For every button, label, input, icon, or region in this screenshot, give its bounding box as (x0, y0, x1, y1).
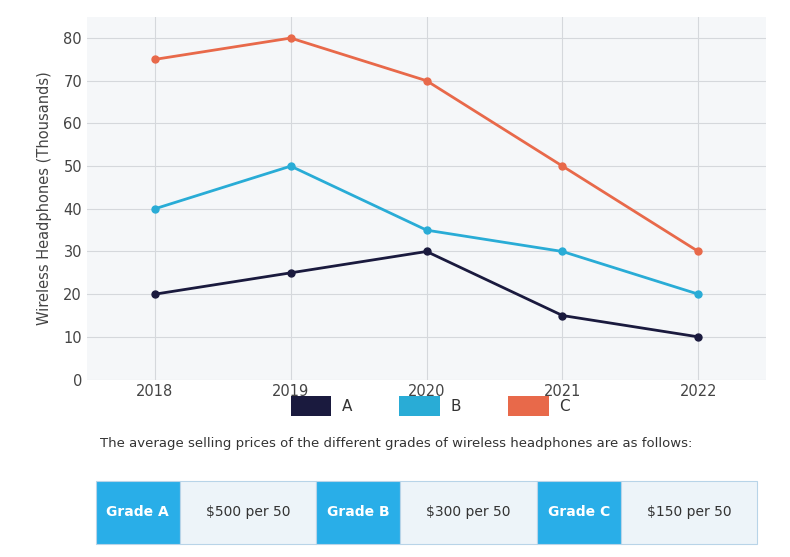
FancyBboxPatch shape (537, 481, 621, 544)
Y-axis label: Wireless Headphones (Thousands): Wireless Headphones (Thousands) (37, 71, 52, 325)
Text: Grade B: Grade B (327, 505, 389, 520)
Text: $500 per 50: $500 per 50 (205, 505, 290, 520)
FancyBboxPatch shape (96, 481, 179, 544)
Bar (400, 396, 440, 416)
Text: Grade C: Grade C (547, 505, 610, 520)
Bar (291, 396, 332, 416)
Text: C: C (559, 398, 570, 413)
Text: B: B (450, 398, 461, 413)
FancyBboxPatch shape (316, 481, 400, 544)
FancyBboxPatch shape (400, 481, 537, 544)
Text: The average selling prices of the different grades of wireless headphones are as: The average selling prices of the differ… (100, 437, 693, 450)
Text: A: A (341, 398, 352, 413)
FancyBboxPatch shape (179, 481, 316, 544)
Text: Grade A: Grade A (107, 505, 169, 520)
Text: $300 per 50: $300 per 50 (427, 505, 511, 520)
FancyBboxPatch shape (621, 481, 758, 544)
Text: $150 per 50: $150 per 50 (647, 505, 732, 520)
Bar (508, 396, 549, 416)
